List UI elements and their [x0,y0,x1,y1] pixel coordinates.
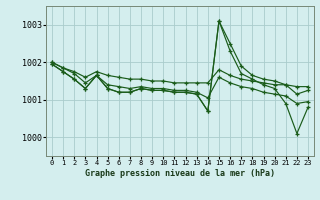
X-axis label: Graphe pression niveau de la mer (hPa): Graphe pression niveau de la mer (hPa) [85,169,275,178]
